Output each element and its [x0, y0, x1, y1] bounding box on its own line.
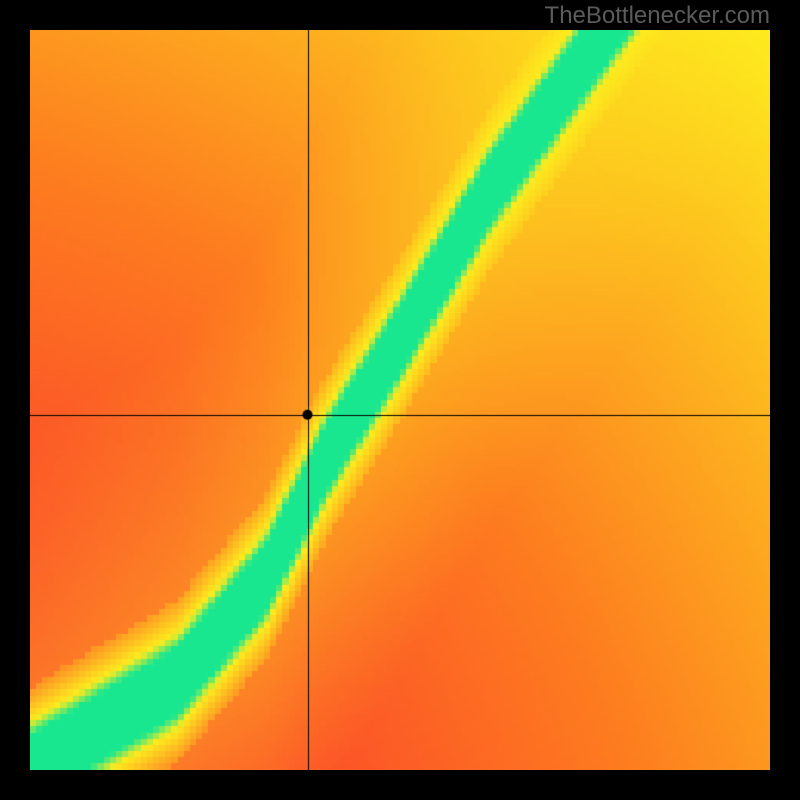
watermark-text: TheBottlenecker.com [545, 2, 770, 30]
chart-container: TheBottlenecker.com [0, 0, 800, 800]
bottleneck-heatmap [30, 30, 770, 770]
